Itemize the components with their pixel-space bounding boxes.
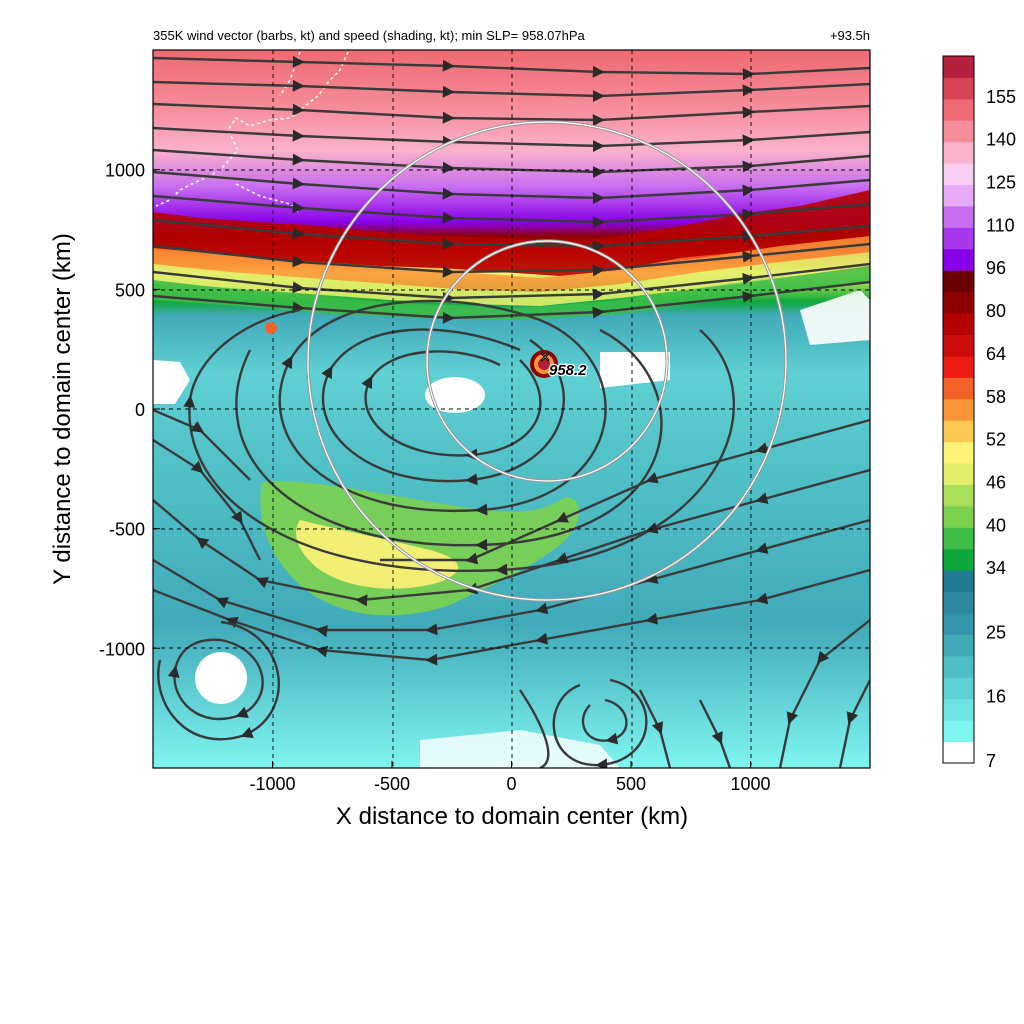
colorbar-swatch — [943, 505, 974, 528]
colorbar-swatch — [943, 741, 974, 764]
colorbar-label: 34 — [986, 558, 1006, 578]
colorbar-swatch — [943, 398, 974, 421]
colorbar-label: 140 — [986, 130, 1016, 150]
colorbar-swatch — [943, 570, 974, 593]
radius-rings — [306, 120, 788, 602]
colorbar-swatch — [943, 291, 974, 314]
x-axis-title: X distance to domain center (km) — [336, 803, 688, 830]
colorbar-swatch — [943, 677, 974, 700]
colorbar-frame — [942, 55, 975, 764]
colorbar-label: 110 — [986, 215, 1015, 235]
colorbar-label: 40 — [986, 515, 1006, 535]
colorbar-swatch — [943, 527, 974, 550]
colorbar-label: 96 — [986, 258, 1006, 278]
colorbar-swatch — [943, 484, 974, 507]
plot-area: × 958.2 — [153, 50, 870, 768]
calm-center-west — [195, 652, 247, 704]
colorbar-label: 155 — [986, 87, 1016, 107]
colorbar-swatch — [943, 248, 974, 271]
colorbar-label: 46 — [986, 472, 1006, 492]
colorbar-label: 80 — [986, 301, 1006, 321]
colorbar-swatch — [943, 227, 974, 250]
x-tick-label: -1000 — [249, 774, 295, 794]
x-tick-label: 1000 — [730, 774, 770, 794]
coastline-islands — [235, 183, 301, 215]
colorbar-swatch — [943, 548, 974, 571]
min-slp-label: 958.2 — [549, 362, 587, 379]
colorbar-swatch — [943, 355, 974, 378]
colorbar-swatch — [943, 634, 974, 657]
colorbar-swatch — [943, 420, 974, 443]
storm-center-marker: × — [540, 347, 551, 367]
colorbar: 7 16 25 34 40 46 52 58 64 80 96 110 125 140 155 — [942, 55, 1016, 771]
colorbar-swatch — [943, 613, 974, 635]
colorbar-swatch — [943, 655, 974, 678]
streamlines — [153, 55, 870, 768]
y-tick-label: -1000 — [99, 639, 145, 659]
colorbar-label: 52 — [986, 430, 1006, 450]
coastline-north — [279, 51, 301, 97]
colorbar-swatch — [943, 56, 974, 78]
colorbar-swatch — [943, 334, 974, 357]
lead-time-label: +93.5h — [830, 28, 870, 43]
colorbar-label: 25 — [986, 622, 1006, 642]
y-tick-label: -500 — [109, 520, 145, 540]
colorbar-label: 125 — [986, 173, 1016, 193]
small-vortex-west — [265, 322, 277, 334]
x-tick-label: 500 — [616, 774, 646, 794]
colorbar-swatch — [943, 163, 974, 186]
y-tick-label: 0 — [135, 400, 145, 420]
colorbar-swatch — [943, 463, 974, 485]
x-tick-label: -500 — [374, 774, 410, 794]
colorbar-label: 7 — [986, 751, 996, 771]
x-tick-label: 0 — [506, 774, 516, 794]
y-tick-label: 500 — [115, 280, 145, 300]
y-tick-label: 1000 — [105, 161, 145, 181]
colorbar-swatch — [943, 698, 974, 721]
colorbar-swatch — [943, 377, 974, 400]
colorbar-swatch — [943, 184, 974, 207]
x-axis: -1000 -500 0 500 1000 — [249, 761, 771, 794]
coastline — [155, 51, 349, 207]
calm-center-middle — [425, 377, 485, 413]
y-axis: -1000 -500 0 500 1000 — [99, 161, 160, 659]
colorbar-label: 64 — [986, 344, 1006, 364]
calm-patch-northeast — [800, 290, 870, 345]
colorbar-label: 16 — [986, 687, 1006, 707]
colorbar-swatch — [943, 120, 974, 143]
colorbar-swatch — [943, 313, 974, 336]
chart-title: 355K wind vector (barbs, kt) and speed (… — [153, 28, 586, 43]
calm-patch-westedge — [153, 360, 190, 404]
colorbar-swatch — [943, 270, 974, 293]
colorbar-swatch — [943, 591, 974, 614]
colorbar-swatch — [943, 720, 974, 743]
colorbar-swatch — [943, 441, 974, 464]
colorbar-swatch — [943, 77, 974, 100]
colorbar-label: 58 — [986, 387, 1006, 407]
colorbar-swatch — [943, 98, 974, 121]
colorbar-swatch — [943, 141, 974, 164]
storm-core: × 958.2 — [265, 322, 588, 380]
calm-patch-east — [600, 352, 670, 388]
y-axis-title: Y distance to domain center (km) — [49, 233, 76, 585]
colorbar-swatch — [943, 205, 974, 228]
